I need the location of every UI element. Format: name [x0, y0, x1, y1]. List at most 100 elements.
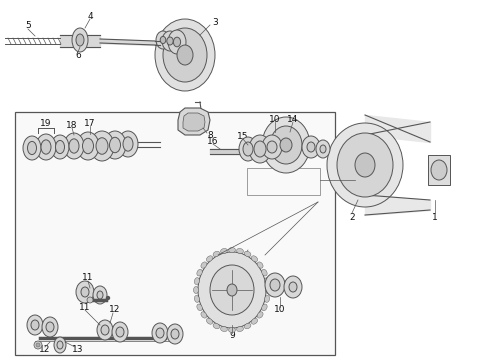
Ellipse shape	[69, 139, 79, 153]
Ellipse shape	[64, 133, 84, 159]
Ellipse shape	[97, 320, 113, 340]
Ellipse shape	[262, 269, 267, 276]
Ellipse shape	[57, 341, 63, 349]
Ellipse shape	[81, 287, 89, 297]
Ellipse shape	[27, 141, 36, 154]
Ellipse shape	[31, 320, 39, 330]
Ellipse shape	[257, 312, 263, 318]
Ellipse shape	[41, 140, 51, 154]
Text: 2: 2	[349, 212, 355, 221]
Ellipse shape	[284, 276, 302, 298]
Bar	[15, 112, 335, 355]
Ellipse shape	[320, 145, 326, 153]
Ellipse shape	[152, 323, 168, 343]
Text: 11: 11	[79, 302, 91, 311]
Ellipse shape	[156, 31, 170, 49]
Ellipse shape	[431, 160, 447, 180]
Ellipse shape	[160, 36, 166, 44]
Ellipse shape	[90, 131, 114, 161]
Polygon shape	[183, 113, 205, 131]
Ellipse shape	[101, 325, 109, 335]
Ellipse shape	[265, 296, 270, 302]
Ellipse shape	[213, 323, 220, 329]
Ellipse shape	[267, 141, 277, 153]
Circle shape	[36, 343, 40, 347]
Ellipse shape	[173, 37, 181, 47]
Ellipse shape	[201, 312, 207, 318]
Ellipse shape	[280, 138, 292, 152]
Ellipse shape	[168, 30, 186, 54]
Ellipse shape	[327, 123, 403, 207]
Text: 4: 4	[87, 12, 93, 21]
Ellipse shape	[27, 315, 43, 335]
Bar	[428, 155, 450, 185]
Ellipse shape	[112, 322, 128, 342]
Text: 6: 6	[75, 50, 81, 59]
Ellipse shape	[76, 34, 84, 46]
Ellipse shape	[162, 31, 178, 51]
Ellipse shape	[251, 256, 258, 262]
Ellipse shape	[156, 328, 164, 338]
Ellipse shape	[93, 286, 107, 304]
Ellipse shape	[77, 132, 99, 160]
Ellipse shape	[220, 327, 227, 332]
Polygon shape	[178, 108, 210, 135]
Circle shape	[87, 297, 93, 303]
Ellipse shape	[251, 318, 258, 324]
Ellipse shape	[265, 278, 270, 284]
Ellipse shape	[167, 37, 173, 45]
Text: 13: 13	[72, 346, 84, 355]
Ellipse shape	[201, 262, 207, 268]
Text: 10: 10	[269, 114, 281, 123]
Ellipse shape	[220, 248, 227, 253]
Ellipse shape	[270, 126, 302, 164]
Text: 19: 19	[40, 118, 52, 127]
Text: 8: 8	[207, 131, 213, 140]
Ellipse shape	[23, 136, 41, 160]
Ellipse shape	[289, 282, 297, 292]
Ellipse shape	[257, 262, 263, 268]
Text: 3: 3	[212, 18, 218, 27]
Text: 11: 11	[82, 274, 94, 283]
Ellipse shape	[262, 117, 310, 173]
Ellipse shape	[155, 19, 215, 91]
Ellipse shape	[228, 328, 236, 333]
Ellipse shape	[337, 133, 393, 197]
Ellipse shape	[316, 140, 330, 158]
Ellipse shape	[72, 28, 88, 52]
Ellipse shape	[171, 329, 179, 339]
Ellipse shape	[249, 135, 271, 163]
Ellipse shape	[96, 138, 108, 154]
Ellipse shape	[36, 134, 56, 160]
Ellipse shape	[266, 287, 270, 293]
Ellipse shape	[97, 291, 103, 299]
Text: 5: 5	[25, 21, 31, 30]
Ellipse shape	[243, 142, 253, 156]
Ellipse shape	[177, 45, 193, 65]
Ellipse shape	[262, 135, 282, 159]
Text: 7: 7	[359, 176, 365, 185]
Ellipse shape	[167, 324, 183, 344]
Ellipse shape	[197, 269, 202, 276]
Ellipse shape	[55, 140, 65, 154]
Circle shape	[34, 341, 42, 349]
Text: 9: 9	[229, 332, 235, 341]
Ellipse shape	[302, 136, 320, 158]
Ellipse shape	[245, 251, 251, 257]
Text: 15: 15	[237, 131, 249, 140]
Circle shape	[106, 297, 109, 300]
Ellipse shape	[228, 248, 236, 252]
Ellipse shape	[237, 327, 244, 332]
Ellipse shape	[254, 141, 266, 157]
Ellipse shape	[76, 281, 94, 303]
Text: 12: 12	[39, 346, 50, 355]
Text: 14: 14	[287, 114, 299, 123]
Ellipse shape	[237, 248, 244, 253]
Text: 12: 12	[109, 306, 121, 315]
Ellipse shape	[262, 304, 267, 311]
Ellipse shape	[227, 284, 237, 296]
Ellipse shape	[206, 256, 213, 262]
Ellipse shape	[116, 327, 124, 337]
Ellipse shape	[109, 137, 121, 153]
Ellipse shape	[118, 131, 138, 157]
